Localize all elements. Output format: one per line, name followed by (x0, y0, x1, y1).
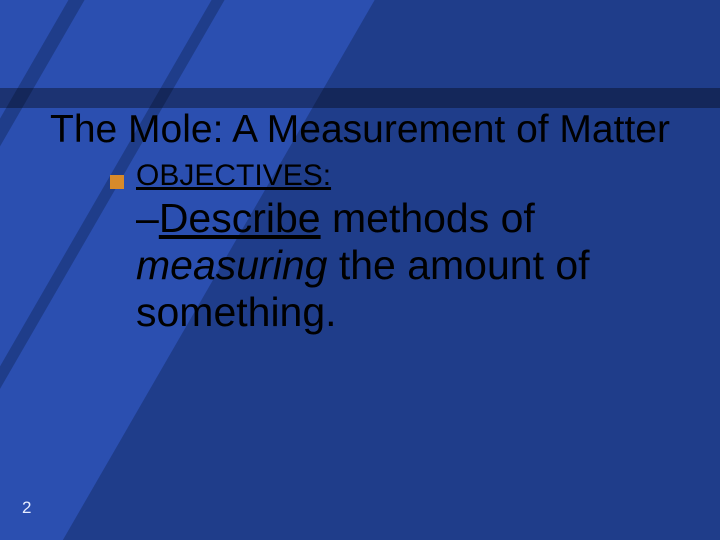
objectives-row: OBJECTIVES: (110, 159, 690, 193)
objectives-label: OBJECTIVES: (136, 159, 331, 193)
measuring-word: measuring (136, 242, 327, 288)
body-text-1: methods of (321, 195, 535, 241)
slide: The Mole: A Measurement of Matter OBJECT… (0, 0, 720, 540)
describe-word: Describe (159, 195, 321, 241)
slide-title: The Mole: A Measurement of Matter (0, 0, 720, 153)
dash-bullet: – (136, 195, 159, 241)
square-bullet-icon (110, 175, 124, 189)
slide-content: OBJECTIVES: –Describe methods of measuri… (0, 153, 720, 336)
page-number: 2 (22, 498, 31, 518)
objective-item: –Describe methods of measuring the amoun… (110, 193, 690, 336)
